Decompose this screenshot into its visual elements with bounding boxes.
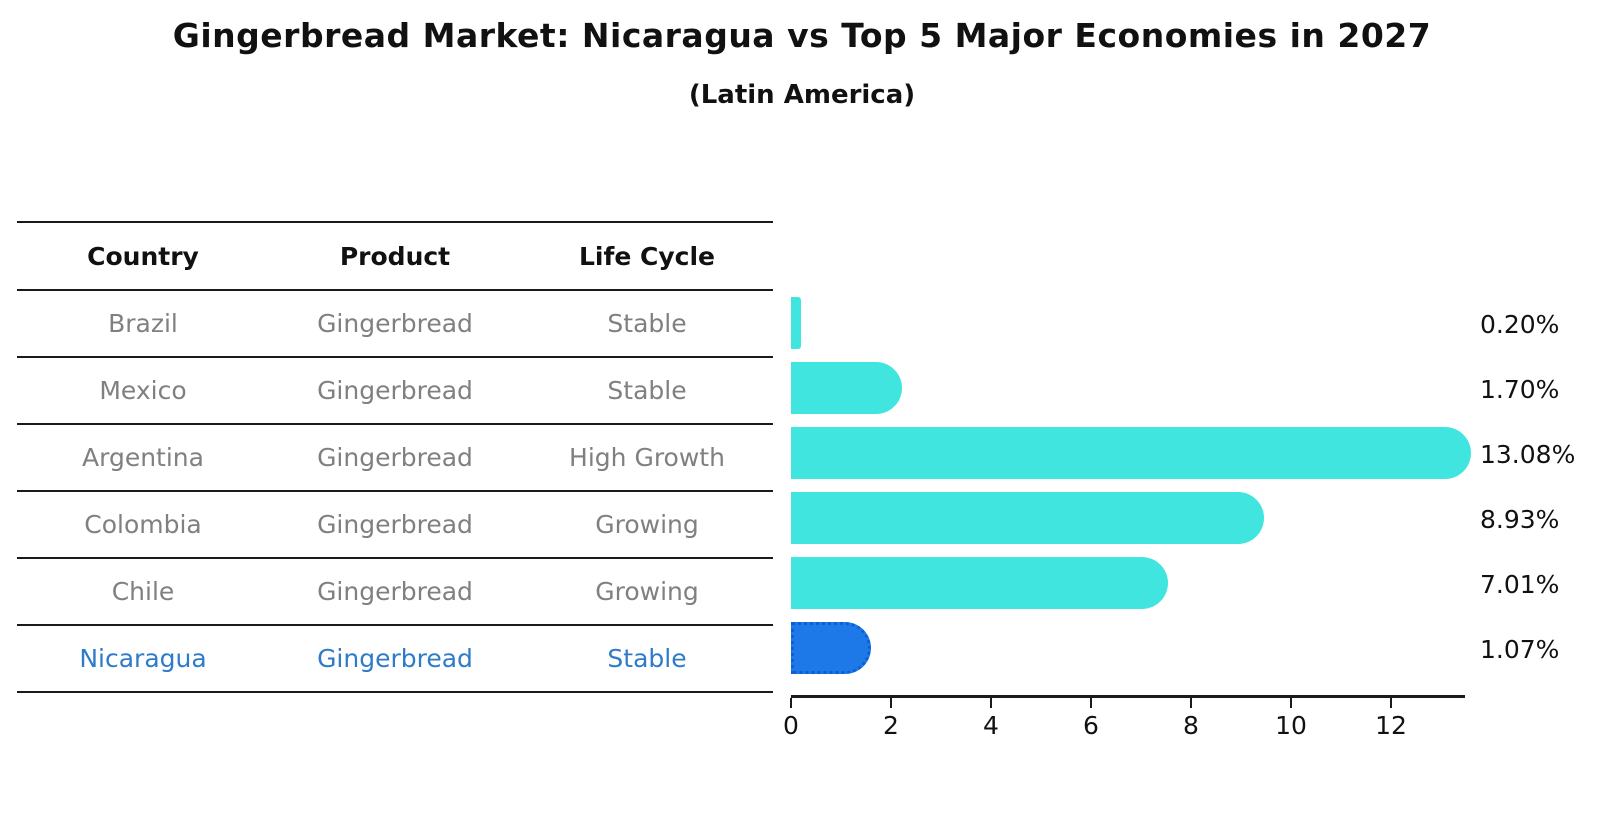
- table-row: Chile Gingerbread Growing: [17, 559, 773, 626]
- header-product: Product: [339, 241, 451, 271]
- x-axis-tick: [1190, 698, 1192, 708]
- x-axis-tick: [1390, 698, 1392, 708]
- bar-chile: [791, 556, 1168, 609]
- cell-country: Chile: [111, 577, 175, 606]
- cell-product: Gingerbread: [317, 577, 473, 606]
- cell-product: Gingerbread: [317, 510, 473, 539]
- table-row: Argentina Gingerbread High Growth: [17, 425, 773, 492]
- cell-life-cycle: Stable: [607, 309, 687, 338]
- x-axis-tick: [1290, 698, 1292, 708]
- header-life-cycle: Life Cycle: [578, 241, 716, 271]
- bar-highlight-nicaragua: [791, 621, 871, 674]
- value-label: 13.08%: [1480, 439, 1576, 469]
- cell-life-cycle: Growing: [595, 510, 699, 539]
- cell-country: Argentina: [82, 443, 204, 472]
- bar-brazil: [791, 296, 801, 349]
- value-label: 1.07%: [1480, 634, 1560, 664]
- cell-product: Gingerbread: [317, 644, 473, 673]
- x-axis-tick-label: 6: [1083, 711, 1099, 740]
- cell-product: Gingerbread: [317, 443, 473, 472]
- chart-title: Gingerbread Market: Nicaragua vs Top 5 M…: [172, 16, 1432, 55]
- value-label: 7.01%: [1480, 569, 1560, 599]
- cell-country: Brazil: [108, 309, 178, 338]
- value-label: 0.20%: [1480, 309, 1560, 339]
- table-row: Brazil Gingerbread Stable: [17, 291, 773, 358]
- cell-country: Colombia: [84, 510, 202, 539]
- x-axis-tick: [1090, 698, 1092, 708]
- x-axis-tick: [790, 698, 792, 708]
- x-axis-tick-label: 4: [983, 711, 999, 740]
- x-axis-tick: [890, 698, 892, 708]
- chart-subtitle: (Latin America): [688, 80, 916, 110]
- x-axis-tick-label: 8: [1183, 711, 1199, 740]
- cell-product: Gingerbread: [317, 376, 473, 405]
- table-header-row: Country Product Life Cycle: [17, 221, 773, 291]
- cell-life-cycle: Stable: [607, 376, 687, 405]
- country-table: Country Product Life Cycle Brazil Gingerb…: [17, 221, 773, 693]
- x-axis-tick-label: 0: [783, 711, 799, 740]
- cell-country: Nicaragua: [79, 644, 207, 673]
- x-axis-tick-label: 10: [1275, 711, 1307, 740]
- table-body: Brazil Gingerbread Stable Mexico Gingerbread…: [17, 291, 773, 693]
- x-axis-tick-label: 12: [1375, 711, 1407, 740]
- bar-colombia: [791, 491, 1264, 544]
- table-row: Nicaragua Gingerbread Stable: [17, 626, 773, 693]
- cell-country: Mexico: [99, 376, 187, 405]
- cell-life-cycle: Stable: [607, 644, 687, 673]
- x-axis-line: [791, 695, 1465, 698]
- table-row: Colombia Gingerbread Growing: [17, 492, 773, 559]
- header-country: Country: [87, 241, 199, 271]
- x-axis-tick-label: 2: [883, 711, 899, 740]
- cell-life-cycle: High Growth: [569, 443, 725, 472]
- bar-argentina: [791, 426, 1471, 479]
- cell-life-cycle: Growing: [595, 577, 699, 606]
- cell-product: Gingerbread: [317, 309, 473, 338]
- bar-mexico: [791, 361, 902, 414]
- table-row: Mexico Gingerbread Stable: [17, 358, 773, 425]
- value-label: 8.93%: [1480, 504, 1560, 534]
- x-axis-tick: [990, 698, 992, 708]
- value-label: 1.70%: [1480, 374, 1560, 404]
